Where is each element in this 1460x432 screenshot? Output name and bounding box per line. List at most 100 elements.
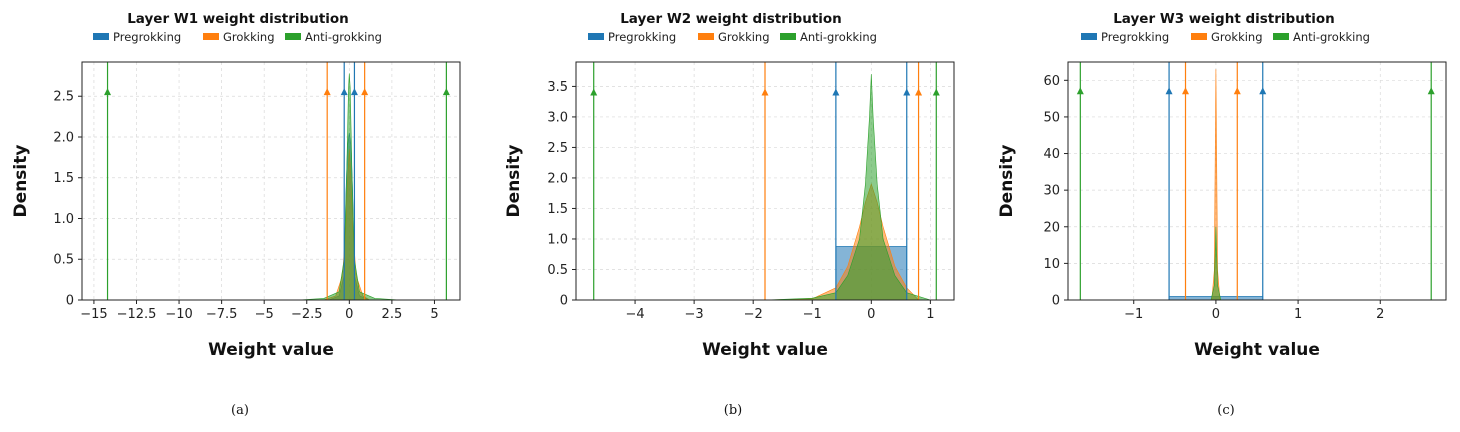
range-marker-grokking	[761, 88, 769, 96]
density-area-anti-grokking	[298, 73, 401, 300]
x-axis-label: Weight value	[1194, 340, 1320, 360]
range-marker-pregrokking	[903, 88, 911, 96]
range-marker-anti-grokking	[442, 88, 450, 96]
density-area-anti-grokking	[764, 74, 931, 300]
y-tick-label: 1.5	[547, 202, 568, 217]
range-marker-anti-grokking	[1427, 87, 1435, 95]
x-tick-label: 5	[430, 307, 438, 322]
chart-svg-a: −15 −12.5 −10 −7.5 −5 −2.5 0 2.5 5 0 0.5 1.0 1.5 2.0 2…	[11, 11, 461, 360]
y-tick-label: 40	[1043, 147, 1060, 162]
chart-panel-a: −15 −12.5 −10 −7.5 −5 −2.5 0 2.5 5 0 0.5 1.0 1.5 2.0 2…	[0, 0, 480, 432]
legend-swatch-pregrokking	[1081, 33, 1097, 40]
plot-frame	[1067, 61, 1447, 301]
x-tick-label: −3	[685, 307, 704, 322]
range-marker-grokking	[361, 88, 369, 96]
x-tick-label: −4	[625, 307, 644, 322]
density-area-anti-grokking	[1210, 226, 1222, 300]
y-tick-label: 0.5	[547, 263, 568, 278]
chart-title: Layer W1 weight distribution	[127, 11, 349, 27]
legend-label-grokking: Grokking	[1211, 30, 1263, 44]
y-tick-label: 0.5	[53, 253, 74, 268]
range-marker-pregrokking	[1259, 87, 1267, 95]
range-marker-pregrokking	[1165, 87, 1173, 95]
y-tick-label: 2.5	[53, 90, 74, 105]
range-marker-anti-grokking	[1076, 87, 1084, 95]
legend-label-grokking: Grokking	[718, 30, 770, 44]
caption-b: (b)	[723, 403, 743, 418]
x-tick-label: 1	[1294, 307, 1302, 322]
legend-swatch-anti-grokking	[1273, 33, 1289, 40]
caption-a: (a)	[231, 403, 249, 418]
y-axis-label: Density	[11, 145, 31, 218]
legend-label-pregrokking: Pregrokking	[608, 30, 676, 44]
legend-label-anti-grokking: Anti-grokking	[1293, 30, 1370, 44]
x-tick-label: −15	[80, 307, 107, 322]
density-area-grokking	[1211, 69, 1221, 300]
y-tick-label: 0	[1052, 294, 1060, 309]
legend-label-anti-grokking: Anti-grokking	[305, 30, 382, 44]
y-tick-label: 20	[1043, 220, 1060, 235]
y-tick-label: 1.0	[53, 212, 74, 227]
chart-panel-c: −1 0 1 2 0 10 20 30 40 50 60 Weight value Density Lay…	[986, 0, 1460, 432]
y-tick-label: 2.0	[547, 171, 568, 186]
range-marker-grokking	[915, 88, 923, 96]
y-tick-label: 1.0	[547, 232, 568, 247]
range-marker-pregrokking	[350, 88, 358, 96]
x-tick-label: −2.5	[291, 307, 323, 322]
chart-panel-b: −4 −3 −2 −1 0 1 0 0.5 1.0 1.5 2.0 2.5 3.0 3.5 Weight v…	[493, 0, 973, 432]
x-tick-label: 0	[1212, 307, 1220, 322]
y-tick-label: 0	[560, 294, 568, 309]
range-marker-pregrokking	[832, 88, 840, 96]
range-marker-anti-grokking	[932, 88, 940, 96]
y-tick-label: 0	[66, 294, 74, 309]
y-tick-label: 3.5	[547, 80, 568, 95]
x-tick-label: −7.5	[206, 307, 238, 322]
range-marker-pregrokking	[340, 88, 348, 96]
legend-label-pregrokking: Pregrokking	[1101, 30, 1169, 44]
y-tick-label: 30	[1043, 184, 1060, 199]
y-axis-label: Density	[504, 145, 524, 218]
x-tick-label: −1	[1124, 307, 1143, 322]
plot-frame	[81, 61, 461, 301]
x-axis-label: Weight value	[702, 340, 828, 360]
legend-swatch-anti-grokking	[285, 33, 301, 40]
range-marker-anti-grokking	[104, 88, 112, 96]
range-marker-grokking	[323, 88, 331, 96]
legend-swatch-pregrokking	[588, 33, 604, 40]
x-tick-label: 0	[345, 307, 353, 322]
x-tick-label: −2	[744, 307, 763, 322]
y-tick-label: 1.5	[53, 171, 74, 186]
range-marker-grokking	[1233, 87, 1241, 95]
range-marker-anti-grokking	[590, 88, 598, 96]
y-tick-label: 60	[1043, 74, 1060, 89]
y-tick-label: 50	[1043, 110, 1060, 125]
x-tick-label: −12.5	[117, 307, 157, 322]
legend-label-pregrokking: Pregrokking	[113, 30, 181, 44]
legend-swatch-pregrokking	[93, 33, 109, 40]
y-axis-label: Density	[997, 145, 1017, 218]
range-marker-grokking	[1182, 87, 1190, 95]
chart-svg-b: −4 −3 −2 −1 0 1 0 0.5 1.0 1.5 2.0 2.5 3.0 3.5 Weight v…	[504, 11, 955, 360]
legend-label-anti-grokking: Anti-grokking	[800, 30, 877, 44]
x-tick-label: 2	[1376, 307, 1384, 322]
legend-swatch-anti-grokking	[780, 33, 796, 40]
legend-swatch-grokking	[203, 33, 219, 40]
legend-label-grokking: Grokking	[223, 30, 275, 44]
x-axis-label: Weight value	[208, 340, 334, 360]
y-tick-label: 10	[1043, 257, 1060, 272]
x-tick-label: −10	[165, 307, 192, 322]
plot-area	[590, 62, 940, 300]
legend-swatch-grokking	[698, 33, 714, 40]
plot-area	[1076, 62, 1435, 300]
y-tick-label: 2.5	[547, 141, 568, 156]
legend-swatch-grokking	[1191, 33, 1207, 40]
y-tick-label: 2.0	[53, 130, 74, 145]
x-tick-label: −5	[255, 307, 274, 322]
x-tick-label: 0	[867, 307, 875, 322]
chart-title: Layer W3 weight distribution	[1113, 11, 1335, 27]
caption-c: (c)	[1217, 403, 1235, 418]
plot-area	[104, 62, 450, 300]
x-tick-label: 1	[926, 307, 934, 322]
y-tick-label: 3.0	[547, 110, 568, 125]
